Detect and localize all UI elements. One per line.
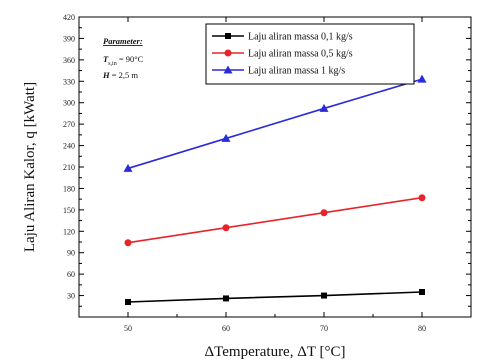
series-line-3: [127, 78, 423, 170]
data-point-circle: [124, 239, 132, 247]
y-tick-label: 330: [63, 77, 75, 86]
x-axis-title: ΔTemperature, ΔT [°C]: [205, 344, 346, 360]
parameter-temperature: Ts,in = 90°C: [103, 54, 144, 67]
series-lines: [127, 78, 423, 303]
parameter-height: H = 2,5 m: [102, 70, 138, 80]
y-tick-label: 120: [63, 227, 75, 236]
legend-label: Laju aliran massa 1 kg/s: [248, 66, 345, 77]
x-tick-label: 50: [124, 324, 132, 333]
data-point-square: [125, 299, 131, 305]
data-point-circle: [320, 209, 328, 217]
data-point-triangle: [417, 74, 427, 83]
legend-marker-square: [225, 33, 231, 39]
data-point-square: [223, 295, 229, 302]
legend: Laju aliran massa 0,1 kg/s Laju aliran ma…: [205, 23, 415, 85]
legend-label: Laju aliran massa 0,5 kg/s: [248, 49, 353, 60]
data-point-square: [419, 289, 425, 295]
parameter-heading: Parameter:: [103, 36, 143, 46]
y-axis-ticks: 30 60 90 120 150 180 210 240 270 300 330 360 390 420: [63, 13, 471, 307]
data-point-circle: [222, 224, 230, 232]
legend-marker-triangle: [223, 65, 233, 74]
data-point-square: [321, 292, 327, 299]
series-line-2: [127, 196, 423, 244]
data-point-triangle: [319, 103, 329, 112]
y-tick-label: 360: [63, 56, 75, 65]
x-tick-label: 80: [418, 324, 426, 333]
y-tick-label: 60: [67, 270, 75, 279]
y-tick-label: 420: [63, 13, 75, 22]
x-tick-label: 60: [222, 324, 230, 333]
y-tick-label: 390: [63, 34, 75, 43]
y-tick-label: 210: [63, 163, 75, 172]
x-axis-ticks: 50 60 70 80: [124, 17, 426, 333]
y-axis-title: Laju Aliran Kalor, q [kWatt]: [22, 82, 38, 252]
legend-label: Laju aliran massa 0,1 kg/s: [248, 32, 353, 43]
data-point-triangle: [123, 163, 133, 172]
y-tick-label: 150: [63, 206, 75, 215]
y-tick-label: 30: [67, 292, 75, 301]
y-tick-label: 270: [63, 120, 75, 129]
parameter-annotation: Parameter: Ts,in = 90°C H = 2,5 m: [102, 36, 144, 80]
data-point-circle: [418, 194, 426, 202]
series-markers: [123, 74, 427, 305]
y-tick-label: 240: [63, 142, 75, 151]
y-tick-label: 180: [63, 184, 75, 193]
x-tick-label: 70: [320, 324, 328, 333]
series-line-1: [127, 291, 423, 303]
legend-box: [205, 23, 415, 85]
data-point-triangle: [221, 133, 231, 142]
y-tick-label: 300: [63, 99, 75, 108]
legend-marker-circle: [224, 49, 232, 57]
y-tick-label: 90: [67, 249, 75, 258]
